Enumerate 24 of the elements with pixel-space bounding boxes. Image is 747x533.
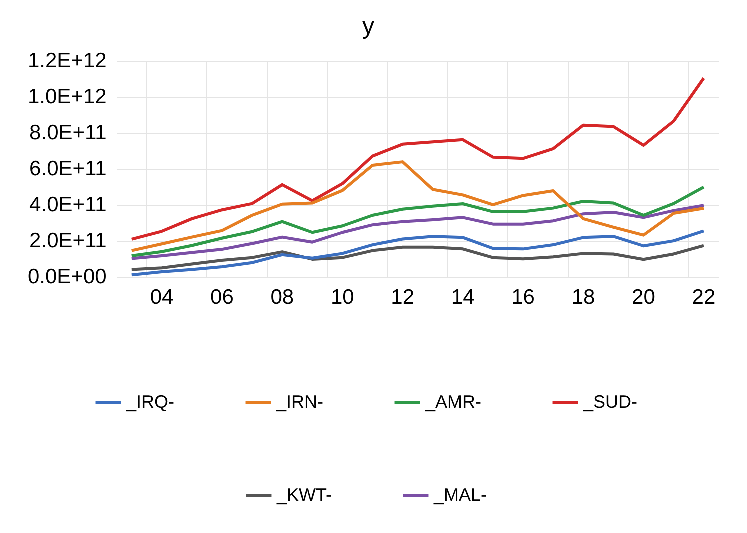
x-tick-label: 22	[692, 286, 716, 310]
y-tick-label: 6.0E+11	[30, 158, 107, 181]
y-tick-label: 1.2E+12	[28, 50, 107, 73]
x-tick-label: 16	[512, 286, 535, 310]
chart-title: y	[362, 13, 374, 40]
y-tick-label: 8.0E+11	[30, 122, 107, 145]
legend-label: _AMR-	[424, 392, 482, 412]
x-tick-label: 20	[632, 286, 656, 310]
legend-label: _KWT-	[276, 484, 332, 505]
x-tick-label: 12	[391, 286, 415, 310]
y-tick-label: 2.0E+11	[30, 230, 107, 253]
x-tick-label: 04	[150, 286, 174, 310]
x-tick-label: 08	[270, 286, 294, 310]
x-tick-label: 14	[451, 286, 476, 310]
legend-label: _MAL-	[432, 484, 488, 505]
y-tick-label: 1.0E+12	[28, 86, 107, 109]
y-tick-label: 4.0E+11	[30, 194, 107, 217]
y-tick-label: 0.0E+00	[28, 266, 107, 289]
x-tick-label: 10	[330, 286, 354, 310]
legend-label: _IRN-	[275, 392, 324, 412]
x-tick-label: 18	[572, 286, 596, 310]
legend-label: _IRQ-	[125, 392, 175, 412]
legend-label: _SUD-	[582, 392, 638, 412]
x-tick-label: 06	[210, 286, 234, 310]
